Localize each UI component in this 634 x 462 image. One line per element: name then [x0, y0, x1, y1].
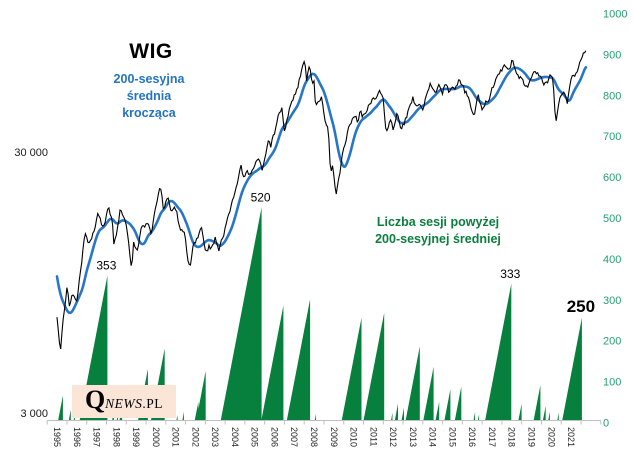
- x-axis: [46, 420, 602, 425]
- x-axis-year-label: 2012: [388, 427, 398, 447]
- x-axis-year-label: 2013: [408, 427, 418, 447]
- ma200-line: [55, 66, 588, 315]
- right-axis-tick-label: 600: [603, 172, 621, 184]
- streak-triangle: [423, 366, 434, 420]
- x-axis-year-label: 2006: [270, 427, 280, 447]
- right-axis-tick-label: 700: [603, 131, 621, 143]
- wig-line: [56, 50, 587, 350]
- streak-triangle: [176, 415, 178, 420]
- streak-annotation: Liczba sesji powyżej 200-sesyjnej średni…: [352, 214, 524, 248]
- x-axis-year-label: 2018: [507, 427, 517, 447]
- streak-triangle: [220, 207, 262, 420]
- qnews-logo-pl: .PL: [142, 396, 164, 411]
- chart-title: WIG: [129, 40, 173, 63]
- right-axis-tick-label: 500: [603, 213, 621, 225]
- x-axis-year-label: 2008: [309, 427, 319, 447]
- x-axis-labels: 1995 1996 1997 1998 1999 2000 2001 2002 2003 2004…: [52, 427, 576, 447]
- streak-triangle: [518, 403, 522, 420]
- x-axis-year-label: 1996: [72, 427, 82, 447]
- x-axis-year-label: 2002: [190, 427, 200, 447]
- ma-annotation-line3: krocząca: [122, 106, 176, 121]
- qnews-logo-q: Q: [84, 385, 106, 414]
- streak-triangle: [73, 415, 75, 420]
- right-axis-tick-label: 200: [603, 336, 621, 348]
- streak-value-label: 520: [251, 190, 271, 204]
- streak-triangle: [401, 407, 404, 420]
- streak-triangle: [562, 317, 582, 420]
- x-axis-year-label: 2001: [171, 427, 181, 447]
- x-axis-year-label: 2007: [289, 427, 299, 447]
- streak-triangle: [548, 411, 550, 420]
- x-axis-year-label: 2011: [368, 427, 378, 446]
- x-axis-year-label: 2005: [250, 427, 260, 447]
- x-axis-year-label: 2014: [428, 427, 438, 447]
- streak-value-label: 333: [500, 267, 520, 281]
- right-axis-tick-label: 100: [603, 377, 621, 389]
- x-axis-year-label: 2010: [349, 427, 359, 447]
- streak-value-label: 250: [567, 297, 595, 316]
- streak-triangle: [58, 395, 63, 420]
- left-axis-labels: 30 000 3 000: [14, 147, 48, 420]
- x-axis-year-label: 2000: [151, 427, 161, 447]
- streak-triangle: [405, 346, 420, 420]
- x-axis-year-label: 1998: [111, 427, 121, 447]
- right-axis-tick-label: 1000: [603, 9, 627, 21]
- qnews-logo: Q NEWS .PL: [72, 385, 176, 418]
- x-axis-year-label: 1999: [131, 427, 141, 447]
- left-axis-tick-label: 30 000: [14, 147, 48, 159]
- streak-triangle: [444, 389, 451, 420]
- streaks-area: [58, 207, 582, 420]
- x-axis-year-label: 1995: [52, 427, 62, 447]
- streak-triangle: [435, 401, 440, 420]
- ma-annotation: 200-sesyjna średnia krocząca: [93, 71, 205, 122]
- qnews-logo-news: NEWS: [105, 396, 143, 411]
- streak-value-label: 353: [96, 259, 116, 273]
- x-axis-year-label: 2019: [527, 427, 537, 447]
- streak-triangle: [477, 414, 480, 420]
- streak-triangle: [363, 312, 385, 420]
- right-axis-tick-label: 800: [603, 90, 621, 102]
- x-axis-year-label: 2003: [210, 427, 220, 447]
- x-axis-year-label: 2015: [447, 427, 457, 447]
- streak-triangle: [533, 385, 541, 420]
- x-axis-year-label: 2009: [329, 427, 339, 447]
- x-axis-year-label: 2020: [546, 427, 556, 447]
- streak-annotation-line1: Liczba sesji powyżej: [376, 215, 500, 229]
- right-axis-tick-label: 300: [603, 295, 621, 307]
- right-axis-tick-label: 400: [603, 254, 621, 266]
- right-axis-labels: 0 100 200 300 400 500 600 700 800 900 1000: [603, 9, 627, 430]
- x-axis-year-label: 2021: [566, 427, 576, 447]
- streak-triangle: [261, 305, 284, 420]
- ma-annotation-line1: 200-sesyjna: [113, 72, 185, 86]
- streak-triangle: [79, 275, 108, 420]
- right-axis-tick-label: 900: [603, 49, 621, 61]
- streak-triangle: [473, 411, 476, 420]
- left-axis-tick-label: 3 000: [20, 408, 48, 420]
- streak-triangle: [557, 412, 559, 420]
- streak-triangle: [341, 317, 362, 420]
- streak-value-labels: 353 520 333 250: [96, 190, 595, 315]
- x-axis-year-label: 2016: [467, 427, 477, 447]
- streak-triangle: [314, 413, 316, 420]
- streak-triangle: [543, 405, 546, 420]
- streak-triangle: [68, 409, 71, 420]
- x-axis-year-label: 2004: [230, 427, 240, 447]
- ma-annotation-line2: średnia: [126, 89, 172, 104]
- streak-triangle: [454, 386, 462, 420]
- streak-annotation-line2: 200-sesyjnej średniej: [375, 231, 501, 246]
- x-axis-year-label: 2017: [487, 427, 497, 447]
- x-axis-year-label: 1997: [92, 427, 102, 447]
- streak-triangle: [196, 370, 206, 420]
- streak-triangle: [286, 299, 311, 420]
- right-axis-tick-label: 0: [603, 418, 609, 430]
- streak-triangle: [485, 283, 512, 420]
- streak-triangle: [182, 411, 184, 420]
- streak-triangle: [394, 403, 398, 420]
- streak-triangle: [391, 412, 393, 420]
